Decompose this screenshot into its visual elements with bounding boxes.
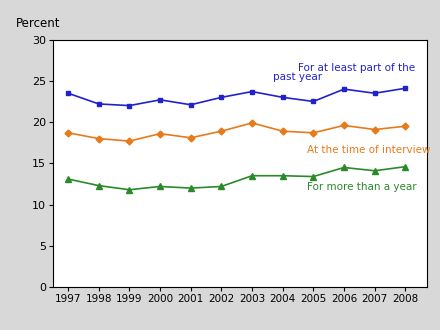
Text: For at least part of the: For at least part of the — [298, 63, 415, 73]
Text: For more than a year: For more than a year — [307, 182, 417, 191]
Text: Percent: Percent — [15, 17, 60, 30]
Text: past year: past year — [274, 72, 323, 82]
Text: At the time of interview: At the time of interview — [307, 145, 431, 155]
